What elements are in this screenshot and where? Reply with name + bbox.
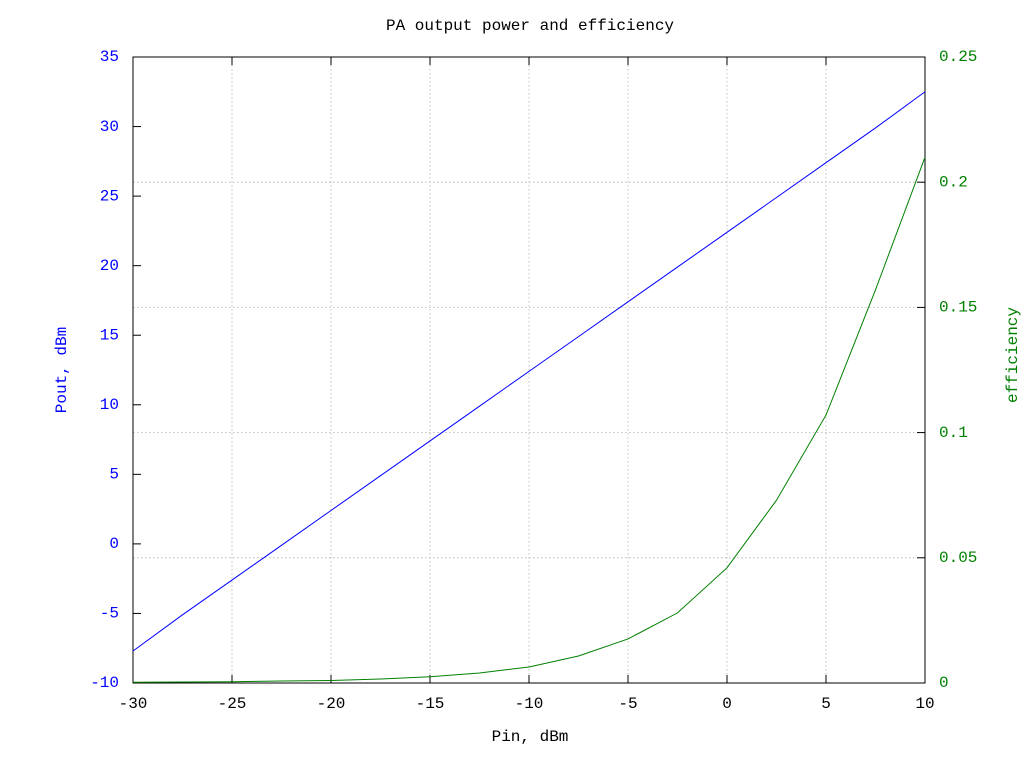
x-tick-label: -30 [119,695,148,713]
x-tick-label: -20 [317,695,346,713]
x-tick-label: 10 [915,695,934,713]
y-tick-label: 30 [100,118,119,136]
x-tick-label: 0 [722,695,732,713]
y-tick-label: -5 [100,605,119,623]
x-axis-label: Pin, dBm [492,728,569,746]
chart-title: PA output power and efficiency [386,17,674,35]
y2-tick-label: 0 [939,674,949,692]
x-tick-label: -25 [218,695,247,713]
x-tick-label: 5 [821,695,831,713]
series-line [132,91,926,652]
y2-tick-label: 0.1 [939,424,968,442]
y-tick-label: 25 [100,187,119,205]
y-tick-label: 5 [109,466,119,484]
y-axis-label: Pout, dBm [53,327,71,413]
y-tick-label: 20 [100,257,119,275]
y-tick-label: -10 [90,674,119,692]
y2-axis-label: efficiency [1004,307,1022,403]
y-tick-label: 15 [100,326,119,344]
x-tick-label: -15 [416,695,445,713]
y2-tick-label: 0.2 [939,173,968,191]
y-tick-label: 10 [100,396,119,414]
y-tick-label: 35 [100,48,119,66]
y2-tick-label: 0.25 [939,48,977,66]
y2-tick-label: 0.15 [939,299,977,317]
series-line [132,156,926,683]
x-tick-label: -5 [618,695,637,713]
y-tick-label: 0 [109,535,119,553]
y2-tick-label: 0.05 [939,549,977,567]
x-tick-label: -10 [515,695,544,713]
plot-border [132,56,926,684]
